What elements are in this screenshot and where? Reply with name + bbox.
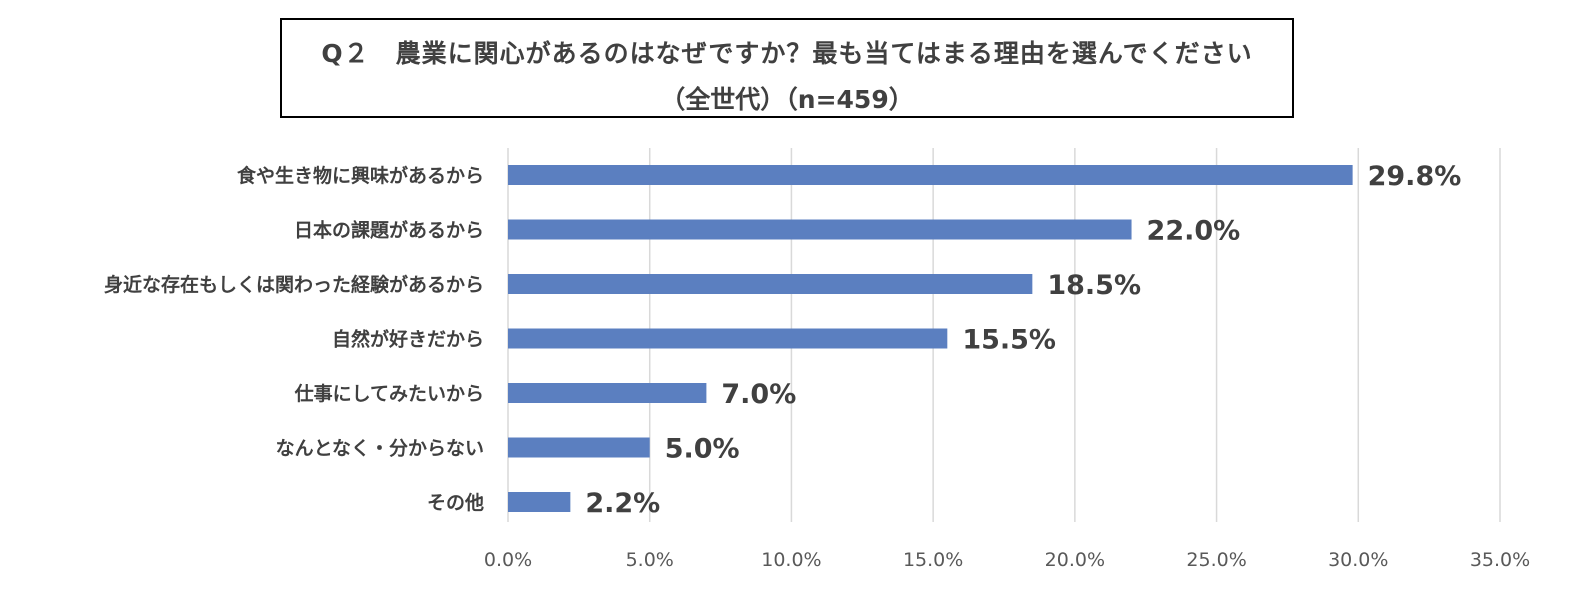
x-tick-label: 0.0% — [484, 549, 532, 571]
x-tick-label: 25.0% — [1186, 549, 1246, 571]
bar-1 — [508, 219, 1132, 240]
chart-subtitle: （全世代）（n=459） — [660, 85, 914, 114]
category-label: 身近な存在もしくは関わった経験があるから — [104, 273, 484, 296]
x-tick-label: 20.0% — [1045, 549, 1105, 571]
x-tick-label: 10.0% — [761, 549, 821, 571]
chart-title-box: Q２ 農業に関心があるのはなぜですか？最も当てはまる理由を選んでください （全世… — [280, 18, 1294, 118]
bar-4 — [508, 383, 707, 403]
category-label: 食や生き物に興味があるから — [237, 164, 484, 187]
x-tick-label: 15.0% — [903, 549, 963, 571]
bar-0 — [508, 165, 1353, 185]
chart-title: Q２ 農業に関心があるのはなぜですか？最も当てはまる理由を選んでください — [321, 39, 1253, 68]
value-label: 2.2% — [585, 488, 660, 519]
category-label: 日本の課題があるから — [294, 219, 484, 242]
x-tick-label: 30.0% — [1328, 549, 1388, 571]
value-label: 5.0% — [665, 434, 740, 465]
category-label: 自然が好きだから — [332, 328, 484, 351]
x-tick-label: 5.0% — [626, 549, 674, 571]
category-label: その他 — [427, 491, 484, 514]
value-label: 15.5% — [962, 325, 1056, 356]
bar-5 — [508, 437, 650, 458]
bar-3 — [508, 328, 948, 349]
bar-2 — [508, 274, 1033, 294]
bar-6 — [508, 492, 571, 512]
category-label: 仕事にしてみたいから — [294, 382, 484, 405]
x-tick-label: 35.0% — [1470, 549, 1530, 571]
value-label: 18.5% — [1047, 270, 1141, 301]
value-label: 22.0% — [1147, 216, 1241, 247]
category-label: なんとなく・分からない — [276, 438, 484, 460]
value-label: 7.0% — [721, 379, 796, 410]
value-label: 29.8% — [1368, 161, 1462, 192]
